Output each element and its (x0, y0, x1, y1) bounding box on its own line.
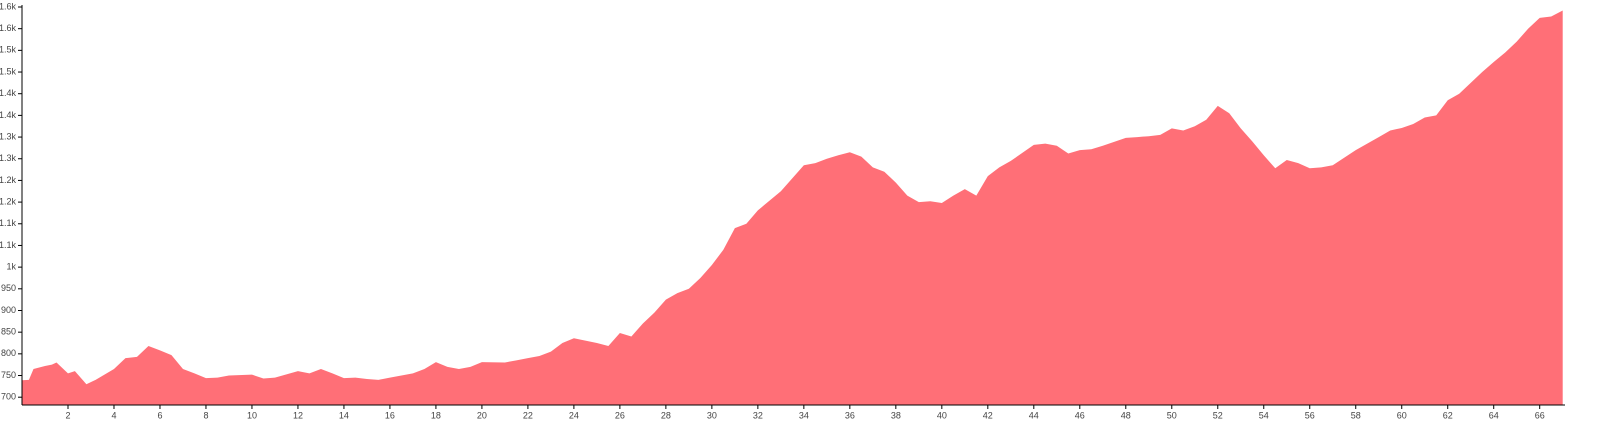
x-tick-label: 12 (293, 410, 303, 420)
x-tick-label: 62 (1443, 410, 1453, 420)
y-tick-label: 1.3k (0, 131, 16, 141)
y-tick-label: 1.5k (0, 66, 16, 76)
x-tick-label: 14 (339, 410, 349, 420)
y-tick-label: 1.6k (0, 1, 16, 11)
y-tick-label: 1.1k (0, 240, 16, 250)
x-tick-label: 2 (65, 410, 70, 420)
x-tick-label: 22 (523, 410, 533, 420)
y-tick-label: 800 (1, 348, 16, 358)
x-tick-label: 66 (1535, 410, 1545, 420)
y-tick-label: 1k (6, 262, 16, 272)
x-tick-label: 50 (1167, 410, 1177, 420)
x-tick-label: 24 (569, 410, 579, 420)
y-tick-label: 900 (1, 305, 16, 315)
x-tick-label: 46 (1075, 410, 1085, 420)
y-tick-label: 750 (1, 370, 16, 380)
x-tick-label: 36 (845, 410, 855, 420)
y-tick-label: 950 (1, 283, 16, 293)
elevation-area (22, 10, 1563, 405)
y-tick-label: 1.5k (0, 45, 16, 55)
x-tick-label: 48 (1121, 410, 1131, 420)
x-tick-label: 6 (157, 410, 162, 420)
y-tick-label: 850 (1, 327, 16, 337)
x-tick-label: 8 (203, 410, 208, 420)
x-tick-label: 16 (385, 410, 395, 420)
x-tick-label: 10 (247, 410, 257, 420)
x-tick-label: 20 (477, 410, 487, 420)
y-tick-label: 1.2k (0, 196, 16, 206)
x-tick-label: 42 (983, 410, 993, 420)
x-tick-label: 54 (1259, 410, 1269, 420)
x-tick-label: 58 (1351, 410, 1361, 420)
y-tick-label: 1.2k (0, 175, 16, 185)
x-tick-label: 60 (1397, 410, 1407, 420)
x-tick-label: 44 (1029, 410, 1039, 420)
x-tick-label: 32 (753, 410, 763, 420)
y-tick-label: 1.6k (0, 23, 16, 33)
x-tick-label: 40 (937, 410, 947, 420)
x-tick-label: 52 (1213, 410, 1223, 420)
x-tick-label: 38 (891, 410, 901, 420)
y-tick-label: 1.4k (0, 110, 16, 120)
x-tick-label: 34 (799, 410, 809, 420)
y-tick-label: 1.1k (0, 218, 16, 228)
x-tick-label: 28 (661, 410, 671, 420)
x-tick-label: 30 (707, 410, 717, 420)
y-tick-label: 1.3k (0, 153, 16, 163)
x-tick-label: 64 (1489, 410, 1499, 420)
y-tick-label: 1.4k (0, 88, 16, 98)
x-tick-label: 56 (1305, 410, 1315, 420)
x-tick-label: 26 (615, 410, 625, 420)
x-tick-label: 18 (431, 410, 441, 420)
x-tick-label: 4 (111, 410, 116, 420)
y-tick-label: 700 (1, 392, 16, 402)
